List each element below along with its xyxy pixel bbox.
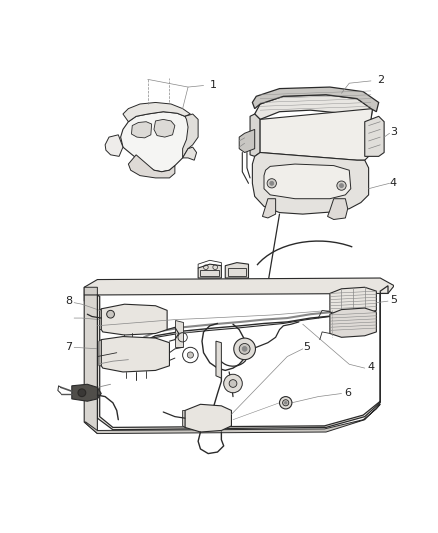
Polygon shape — [154, 119, 175, 137]
Polygon shape — [260, 109, 372, 160]
Polygon shape — [100, 309, 101, 329]
Polygon shape — [216, 341, 221, 378]
Polygon shape — [185, 405, 231, 432]
Polygon shape — [262, 199, 276, 218]
Circle shape — [279, 397, 292, 409]
Circle shape — [337, 181, 346, 190]
Polygon shape — [250, 114, 260, 156]
Text: 1: 1 — [210, 80, 217, 90]
Polygon shape — [183, 114, 198, 158]
Text: 5: 5 — [303, 342, 310, 352]
Polygon shape — [183, 147, 197, 160]
Circle shape — [270, 181, 274, 185]
Text: 2: 2 — [377, 75, 384, 85]
Circle shape — [285, 401, 287, 404]
Text: 3: 3 — [390, 127, 397, 138]
Circle shape — [229, 379, 237, 387]
Circle shape — [234, 338, 255, 360]
Polygon shape — [330, 287, 376, 316]
Circle shape — [107, 310, 114, 318]
Circle shape — [339, 184, 343, 188]
Circle shape — [283, 400, 289, 406]
Polygon shape — [123, 102, 191, 122]
Text: 4: 4 — [367, 362, 374, 373]
Polygon shape — [252, 152, 369, 214]
Circle shape — [267, 179, 276, 188]
Polygon shape — [84, 278, 394, 295]
Text: 6: 6 — [344, 387, 351, 398]
Circle shape — [242, 346, 247, 351]
Polygon shape — [120, 112, 193, 172]
Circle shape — [78, 389, 86, 397]
Polygon shape — [365, 116, 384, 156]
Polygon shape — [330, 308, 376, 337]
Circle shape — [239, 343, 250, 354]
Text: 5: 5 — [390, 295, 397, 305]
Polygon shape — [99, 340, 101, 366]
Polygon shape — [131, 122, 152, 138]
Circle shape — [187, 352, 194, 358]
Polygon shape — [252, 87, 379, 112]
Polygon shape — [105, 135, 123, 156]
Polygon shape — [175, 320, 183, 348]
Polygon shape — [198, 264, 221, 278]
Polygon shape — [225, 263, 248, 278]
Text: 7: 7 — [65, 342, 72, 352]
Polygon shape — [97, 286, 388, 430]
Polygon shape — [264, 164, 351, 199]
Polygon shape — [255, 95, 372, 119]
Circle shape — [224, 374, 242, 393]
Text: 8: 8 — [65, 296, 72, 306]
Polygon shape — [239, 130, 255, 152]
Polygon shape — [328, 199, 348, 220]
Text: 4: 4 — [390, 177, 397, 188]
Polygon shape — [183, 410, 185, 427]
Polygon shape — [72, 384, 101, 401]
Polygon shape — [84, 287, 97, 301]
Polygon shape — [84, 405, 380, 433]
Polygon shape — [101, 336, 170, 372]
Polygon shape — [128, 155, 175, 178]
Polygon shape — [84, 295, 97, 433]
Polygon shape — [101, 304, 167, 335]
